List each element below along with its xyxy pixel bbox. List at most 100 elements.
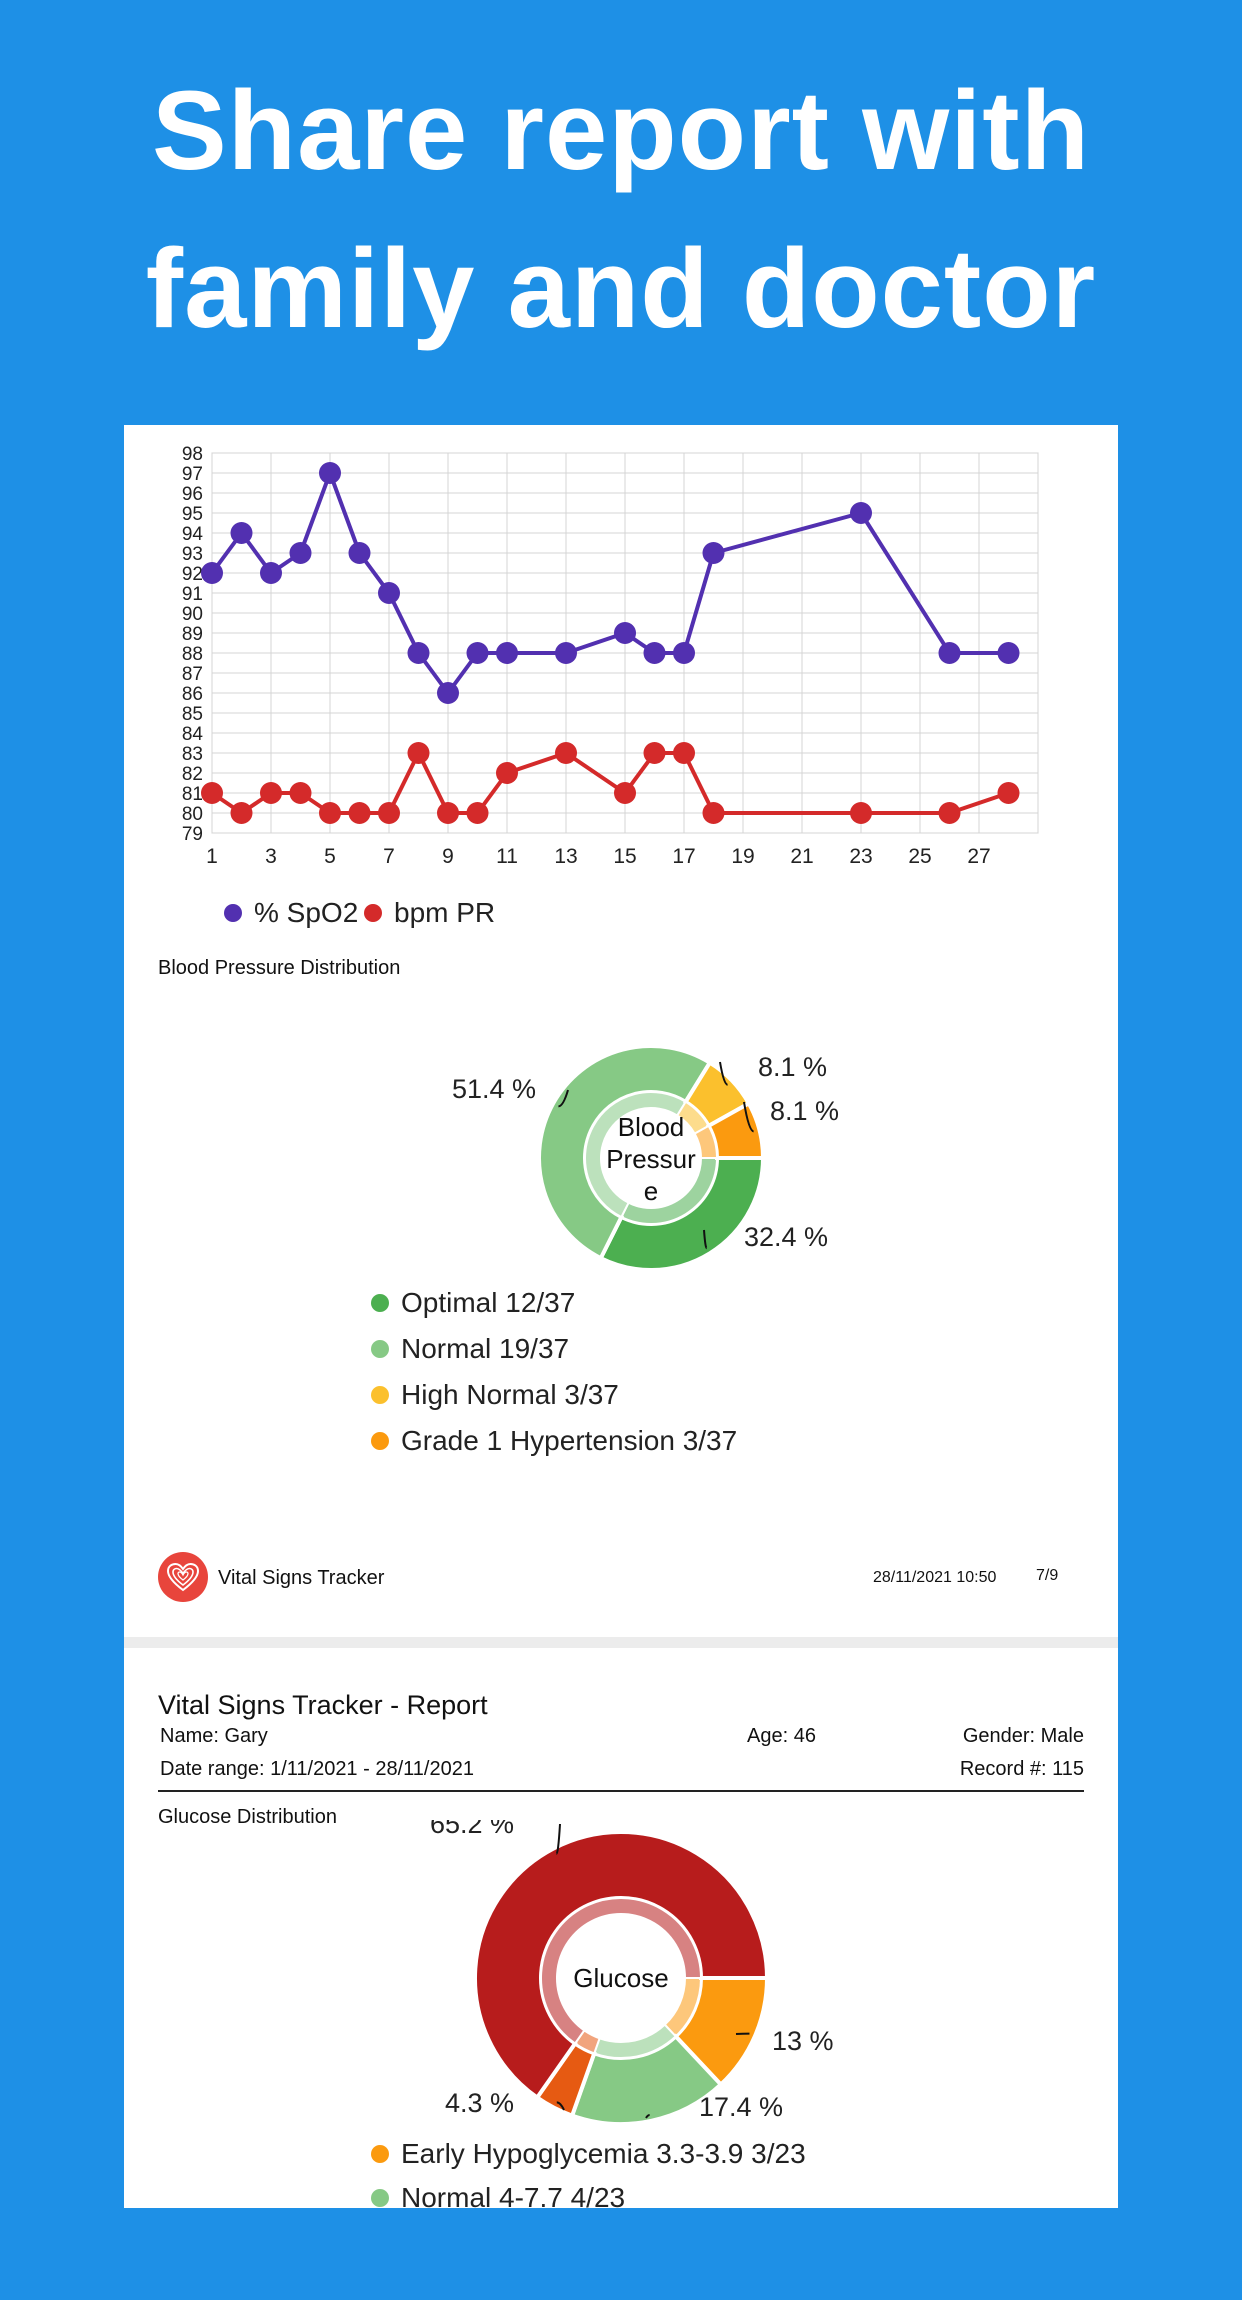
data-point-pr [998,782,1020,804]
y-tick-label: 86 [182,684,203,705]
bp-section-title: Blood Pressure Distribution [158,957,400,980]
data-point-pr [939,802,961,824]
y-tick-label: 93 [182,544,203,565]
y-tick-label: 88 [182,644,203,665]
header-rule [158,1790,1084,1792]
legend-dot-spo2 [224,904,242,922]
glucose-center-label: Glucose [573,1963,668,1993]
data-point-spo2 [260,562,282,584]
patient-name: Name: Gary [160,1725,268,1748]
headline-line-2: family and doctor [0,210,1242,368]
bp-legend-dot-grade1 [371,1432,389,1450]
data-point-spo2 [319,462,341,484]
bp-legend-optimal: Optimal 12/37 [371,1287,575,1319]
data-point-pr [555,742,577,764]
bp-center-label: Pressur [606,1144,696,1174]
bp-center-label: Blood [618,1112,685,1142]
y-tick-label: 85 [182,704,203,725]
data-point-spo2 [850,502,872,524]
report-page-8[interactable]: Vital Signs Tracker - Report Name: Gary … [124,1648,1118,2208]
record-count: Record #: 115 [960,1758,1084,1781]
y-tick-label: 80 [182,804,203,825]
x-tick-label: 3 [265,845,277,868]
y-tick-label: 82 [182,764,203,785]
x-tick-label: 11 [496,845,518,868]
glucose-legend-normal: Normal 4-7.7 4/23 [371,2182,625,2214]
y-tick-label: 89 [182,624,203,645]
bp-legend-dot-high-normal [371,1386,389,1404]
x-tick-label: 27 [967,845,990,868]
glucose-legend-early-hypo: Early Hypoglycemia 3.3-3.9 3/23 [371,2138,806,2170]
glucose-donut-chart: 13 % 17.4 % 4.3 % 65.2 % Glucose [124,1820,1118,2300]
y-tick-label: 79 [182,824,203,845]
glucose-legend-dot-early-hypo [371,2145,389,2163]
glucose-data-label: 65.2 % [430,1820,514,1839]
data-point-pr [319,802,341,824]
y-tick-label: 90 [182,604,203,625]
data-point-spo2 [290,542,312,564]
data-point-pr [260,782,282,804]
y-tick-label: 92 [182,564,203,585]
data-point-spo2 [408,642,430,664]
glucose-data-label: 17.4 % [699,2092,783,2122]
bp-legend-dot-normal [371,1340,389,1358]
data-point-spo2 [437,682,459,704]
patient-gender: Gender: Male [963,1725,1084,1748]
glucose-legend-label-early-hypo: Early Hypoglycemia 3.3-3.9 3/23 [401,2138,806,2170]
footer-datetime: 28/11/2021 10:50 [873,1569,996,1587]
x-tick-label: 25 [908,845,931,868]
data-point-pr [349,802,371,824]
data-point-spo2 [939,642,961,664]
trend-legend-pr: bpm PR [364,897,495,929]
data-point-spo2 [496,642,518,664]
x-tick-label: 15 [613,845,636,868]
y-tick-label: 87 [182,664,203,685]
data-point-spo2 [673,642,695,664]
y-tick-label: 96 [182,484,203,505]
bp-legend-high-normal: High Normal 3/37 [371,1379,619,1411]
data-point-pr [378,802,400,824]
footer-app-name: Vital Signs Tracker [218,1567,384,1590]
report-title: Vital Signs Tracker - Report [158,1690,488,1721]
data-point-pr [850,802,872,824]
data-point-spo2 [201,562,223,584]
glucose-data-label: 13 % [772,2026,834,2056]
data-point-pr [467,802,489,824]
data-point-pr [437,802,459,824]
x-tick-label: 23 [849,845,872,868]
bp-legend-dot-optimal [371,1294,389,1312]
promo-headline: Share report with family and doctor [0,52,1242,368]
data-point-spo2 [231,522,253,544]
data-point-spo2 [703,542,725,564]
app-logo [158,1552,208,1602]
series-line-spo2 [212,473,1009,693]
bp-legend-label-normal: Normal 19/37 [401,1333,569,1365]
data-point-spo2 [644,642,666,664]
trend-legend-spo2: % SpO2 [224,897,358,929]
x-tick-label: 1 [206,845,218,868]
x-tick-label: 5 [324,845,336,868]
bp-legend-label-optimal: Optimal 12/37 [401,1287,575,1319]
heart-icon [166,1562,200,1592]
bp-data-label: 32.4 % [744,1222,828,1252]
glucose-data-label: 4.3 % [445,2088,514,2118]
x-tick-label: 19 [731,845,754,868]
footer-page-number: 7/9 [1036,1567,1058,1585]
data-point-pr [496,762,518,784]
y-tick-label: 97 [182,464,203,485]
headline-line-1: Share report with [0,52,1242,210]
data-point-spo2 [998,642,1020,664]
legend-label-spo2: % SpO2 [254,897,358,929]
spo2-pr-line-chart: 9897969594939291908988878685848382818079… [124,425,1118,945]
data-point-pr [231,802,253,824]
y-tick-label: 81 [182,784,203,805]
legend-label-pr: bpm PR [394,897,495,929]
bp-data-label: 8.1 % [758,1052,827,1082]
data-point-spo2 [555,642,577,664]
legend-dot-pr [364,904,382,922]
y-tick-label: 84 [182,724,204,745]
data-point-spo2 [349,542,371,564]
x-tick-label: 7 [383,845,395,868]
data-point-pr [290,782,312,804]
